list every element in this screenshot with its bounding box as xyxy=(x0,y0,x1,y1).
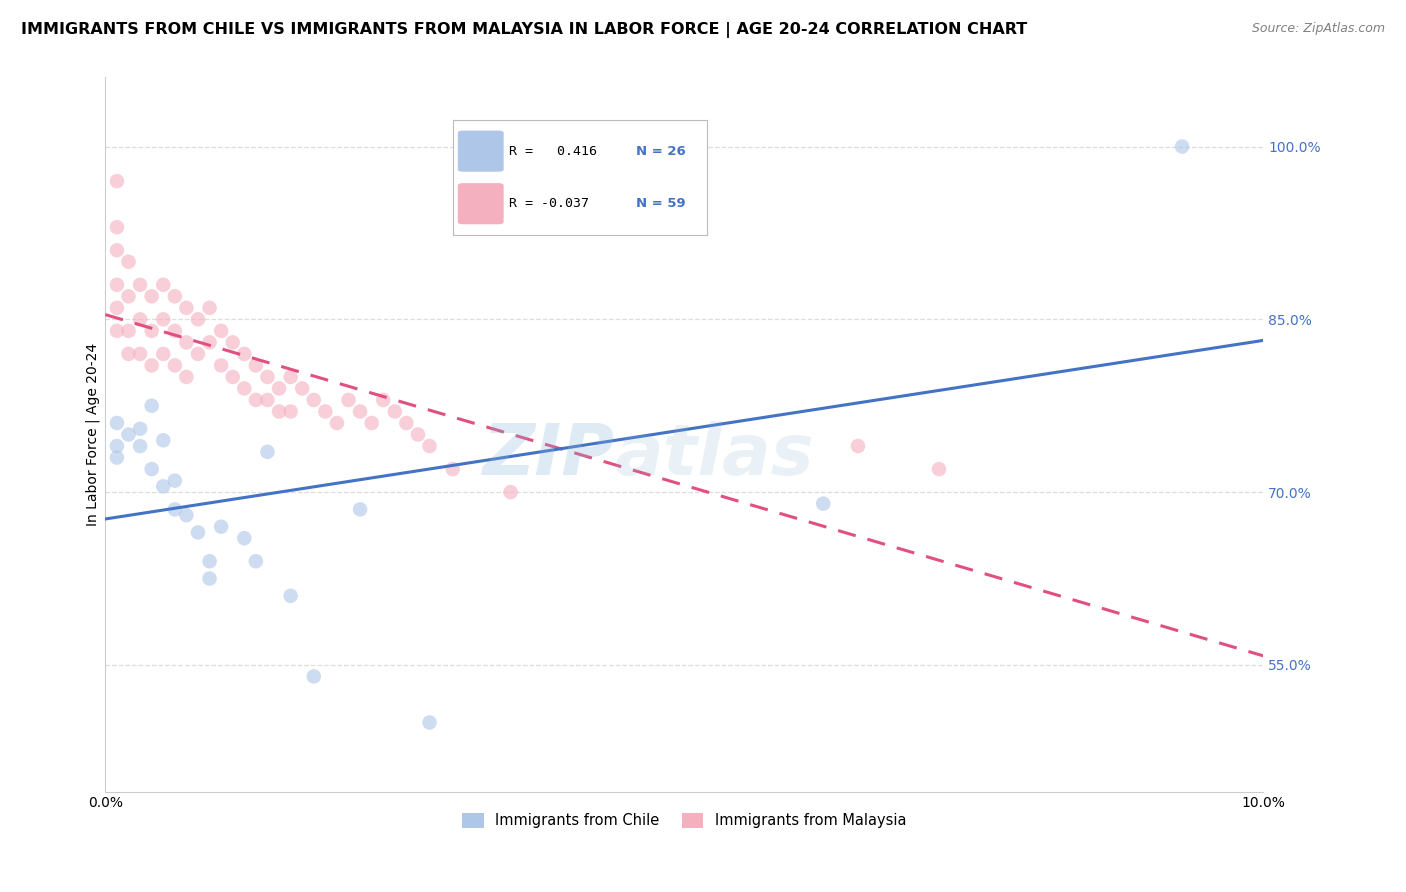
Point xyxy=(163,359,186,373)
Point xyxy=(280,404,302,418)
Point xyxy=(337,392,360,407)
Point xyxy=(105,301,128,315)
Point xyxy=(187,347,209,361)
Y-axis label: In Labor Force | Age 20-24: In Labor Force | Age 20-24 xyxy=(86,343,100,526)
Point xyxy=(198,572,221,586)
Point xyxy=(117,324,139,338)
Point xyxy=(152,347,174,361)
Point xyxy=(395,416,418,430)
Point xyxy=(291,381,314,395)
Point xyxy=(198,335,221,350)
Point xyxy=(141,289,163,303)
Point xyxy=(256,392,278,407)
Text: ZIP: ZIP xyxy=(482,421,614,491)
Point xyxy=(209,519,232,533)
Point xyxy=(141,462,163,476)
Point xyxy=(245,359,267,373)
Point xyxy=(256,370,278,384)
Point xyxy=(419,715,441,730)
Point xyxy=(198,554,221,568)
Point xyxy=(406,427,429,442)
Point xyxy=(129,439,152,453)
Point xyxy=(209,359,232,373)
Point xyxy=(129,277,152,292)
Point xyxy=(267,381,290,395)
Point xyxy=(105,324,128,338)
Point xyxy=(105,277,128,292)
Point xyxy=(163,289,186,303)
Text: Source: ZipAtlas.com: Source: ZipAtlas.com xyxy=(1251,22,1385,36)
Point xyxy=(152,434,174,448)
Point xyxy=(256,445,278,459)
Point xyxy=(117,254,139,268)
Point xyxy=(105,220,128,235)
Point xyxy=(441,462,464,476)
Point xyxy=(117,347,139,361)
Point xyxy=(187,525,209,540)
Point xyxy=(141,324,163,338)
Point xyxy=(267,404,290,418)
Point xyxy=(209,324,232,338)
Point xyxy=(280,370,302,384)
Point xyxy=(384,404,406,418)
Point xyxy=(105,450,128,465)
Point xyxy=(233,381,256,395)
Point xyxy=(302,669,325,683)
Text: IMMIGRANTS FROM CHILE VS IMMIGRANTS FROM MALAYSIA IN LABOR FORCE | AGE 20-24 COR: IMMIGRANTS FROM CHILE VS IMMIGRANTS FROM… xyxy=(21,22,1028,38)
Point xyxy=(499,485,522,500)
Point xyxy=(141,359,163,373)
Point xyxy=(105,244,128,258)
Point xyxy=(349,502,371,516)
Point xyxy=(222,335,245,350)
Point xyxy=(233,347,256,361)
Point xyxy=(105,416,128,430)
Point xyxy=(360,416,382,430)
Point xyxy=(928,462,950,476)
Point xyxy=(163,324,186,338)
Point xyxy=(245,392,267,407)
Point xyxy=(152,479,174,493)
Point xyxy=(813,497,835,511)
Point xyxy=(302,392,325,407)
Point xyxy=(280,589,302,603)
Point xyxy=(314,404,336,418)
Point xyxy=(373,392,395,407)
Text: atlas: atlas xyxy=(614,421,814,491)
Point xyxy=(349,404,371,418)
Point xyxy=(1171,139,1194,153)
Point xyxy=(176,335,198,350)
Point xyxy=(129,347,152,361)
Point xyxy=(222,370,245,384)
Point xyxy=(176,301,198,315)
Point xyxy=(129,422,152,436)
Point xyxy=(152,277,174,292)
Legend: Immigrants from Chile, Immigrants from Malaysia: Immigrants from Chile, Immigrants from M… xyxy=(456,807,912,834)
Point xyxy=(245,554,267,568)
Point xyxy=(105,174,128,188)
Point xyxy=(176,370,198,384)
Point xyxy=(163,474,186,488)
Point xyxy=(326,416,349,430)
Point xyxy=(419,439,441,453)
Point xyxy=(141,399,163,413)
Point xyxy=(105,439,128,453)
Point xyxy=(117,289,139,303)
Point xyxy=(187,312,209,326)
Point xyxy=(163,502,186,516)
Point xyxy=(846,439,869,453)
Point xyxy=(129,312,152,326)
Point xyxy=(176,508,198,523)
Point xyxy=(152,312,174,326)
Point xyxy=(233,531,256,545)
Point xyxy=(117,427,139,442)
Point xyxy=(198,301,221,315)
